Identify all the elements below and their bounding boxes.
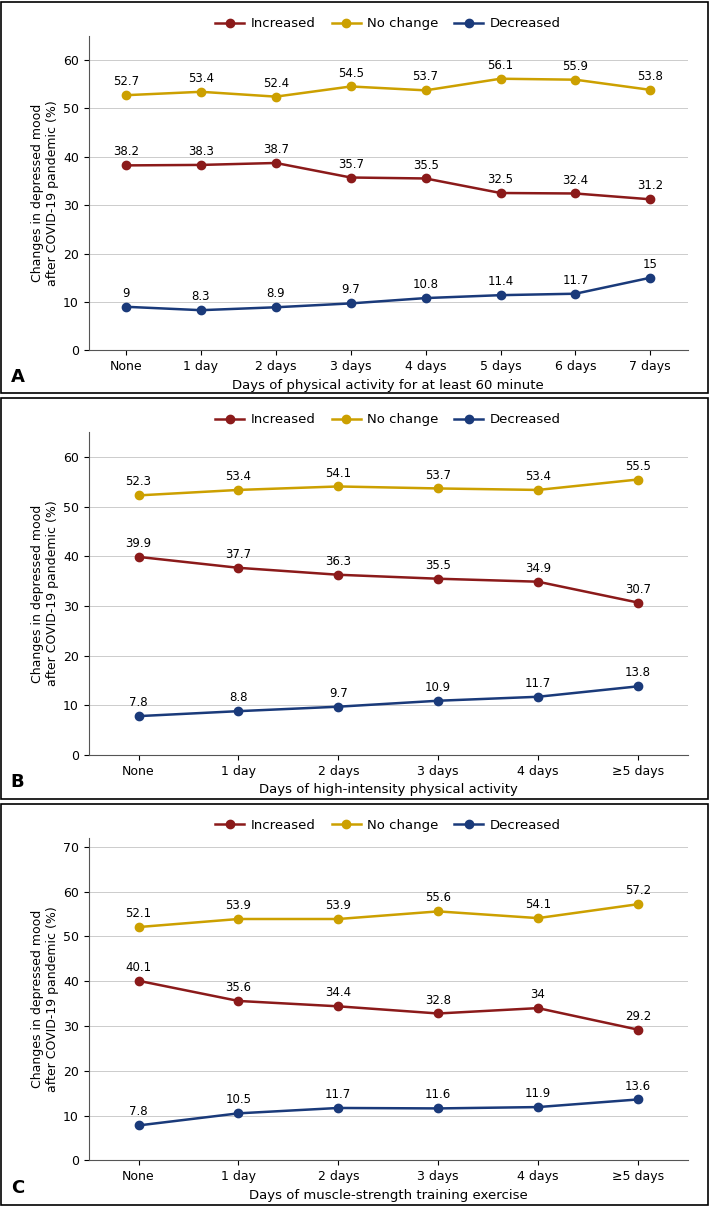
Text: 57.2: 57.2	[625, 885, 651, 897]
Text: 38.7: 38.7	[263, 144, 289, 156]
Legend: Increased, No change, Decreased: Increased, No change, Decreased	[210, 408, 566, 432]
Text: 10.8: 10.8	[413, 278, 439, 291]
Text: 11.7: 11.7	[562, 274, 588, 287]
Text: 32.8: 32.8	[425, 993, 451, 1007]
Text: 52.4: 52.4	[263, 77, 289, 89]
Text: 54.1: 54.1	[525, 898, 551, 911]
Text: 55.6: 55.6	[425, 892, 451, 904]
Text: 8.8: 8.8	[229, 692, 247, 704]
Text: 53.7: 53.7	[425, 468, 451, 482]
X-axis label: Days of physical activity for at least 60 minute: Days of physical activity for at least 6…	[233, 379, 544, 391]
Text: 30.7: 30.7	[625, 583, 651, 595]
Text: 38.3: 38.3	[188, 145, 214, 158]
Text: 53.4: 53.4	[525, 470, 551, 483]
Text: 34.9: 34.9	[525, 561, 551, 575]
Text: 53.8: 53.8	[637, 70, 663, 83]
Text: 7.8: 7.8	[129, 696, 148, 710]
Text: 53.9: 53.9	[225, 899, 252, 912]
Text: 52.7: 52.7	[113, 75, 139, 88]
Text: 55.9: 55.9	[562, 60, 588, 72]
Text: 34: 34	[530, 989, 545, 1001]
X-axis label: Days of high-intensity physical activity: Days of high-intensity physical activity	[259, 783, 518, 797]
Text: 55.5: 55.5	[625, 460, 651, 473]
Text: 52.1: 52.1	[125, 908, 152, 920]
Text: 11.7: 11.7	[525, 677, 551, 690]
Text: 53.4: 53.4	[225, 470, 252, 483]
Text: 38.2: 38.2	[113, 146, 139, 158]
Text: 32.4: 32.4	[562, 174, 588, 187]
Text: 39.9: 39.9	[125, 537, 152, 550]
Y-axis label: Changes in depressed mood
after COVID-19 pandemic (%): Changes in depressed mood after COVID-19…	[30, 501, 59, 687]
Text: 11.4: 11.4	[487, 275, 513, 288]
Text: 56.1: 56.1	[488, 59, 513, 71]
Text: 11.7: 11.7	[325, 1088, 352, 1101]
Y-axis label: Changes in depressed mood
after COVID-19 pandemic (%): Changes in depressed mood after COVID-19…	[30, 100, 59, 286]
Text: 35.5: 35.5	[413, 158, 439, 171]
Text: 31.2: 31.2	[637, 180, 664, 192]
Text: 54.5: 54.5	[337, 66, 364, 80]
Text: 35.5: 35.5	[425, 559, 451, 572]
Text: 11.6: 11.6	[425, 1089, 451, 1102]
Text: 53.4: 53.4	[188, 72, 214, 84]
Text: 37.7: 37.7	[225, 548, 252, 561]
Text: 15: 15	[643, 258, 658, 270]
Text: B: B	[11, 774, 24, 792]
Text: 35.7: 35.7	[337, 158, 364, 170]
Y-axis label: Changes in depressed mood
after COVID-19 pandemic (%): Changes in depressed mood after COVID-19…	[30, 906, 59, 1092]
Text: 32.5: 32.5	[488, 173, 513, 186]
Text: 7.8: 7.8	[129, 1106, 148, 1119]
Text: 9: 9	[123, 287, 130, 299]
Text: 29.2: 29.2	[625, 1010, 651, 1022]
Text: 53.7: 53.7	[413, 70, 439, 83]
Text: 11.9: 11.9	[525, 1088, 551, 1100]
Text: 9.7: 9.7	[341, 284, 360, 297]
Text: 40.1: 40.1	[125, 961, 152, 974]
Text: 13.6: 13.6	[625, 1079, 651, 1092]
Legend: Increased, No change, Decreased: Increased, No change, Decreased	[210, 814, 566, 838]
Text: 34.4: 34.4	[325, 986, 352, 999]
Text: 13.8: 13.8	[625, 666, 651, 680]
Text: 53.9: 53.9	[325, 899, 351, 912]
X-axis label: Days of muscle-strength training exercise: Days of muscle-strength training exercis…	[249, 1189, 527, 1202]
Text: 54.1: 54.1	[325, 467, 352, 479]
Text: C: C	[11, 1179, 24, 1197]
Text: 8.3: 8.3	[191, 290, 210, 303]
Legend: Increased, No change, Decreased: Increased, No change, Decreased	[210, 12, 566, 35]
Text: A: A	[11, 368, 25, 386]
Text: 35.6: 35.6	[225, 981, 252, 995]
Text: 52.3: 52.3	[125, 476, 152, 489]
Text: 36.3: 36.3	[325, 555, 351, 567]
Text: 8.9: 8.9	[267, 287, 285, 301]
Text: 9.7: 9.7	[329, 687, 347, 700]
Text: 10.5: 10.5	[225, 1094, 252, 1107]
Text: 10.9: 10.9	[425, 681, 451, 694]
